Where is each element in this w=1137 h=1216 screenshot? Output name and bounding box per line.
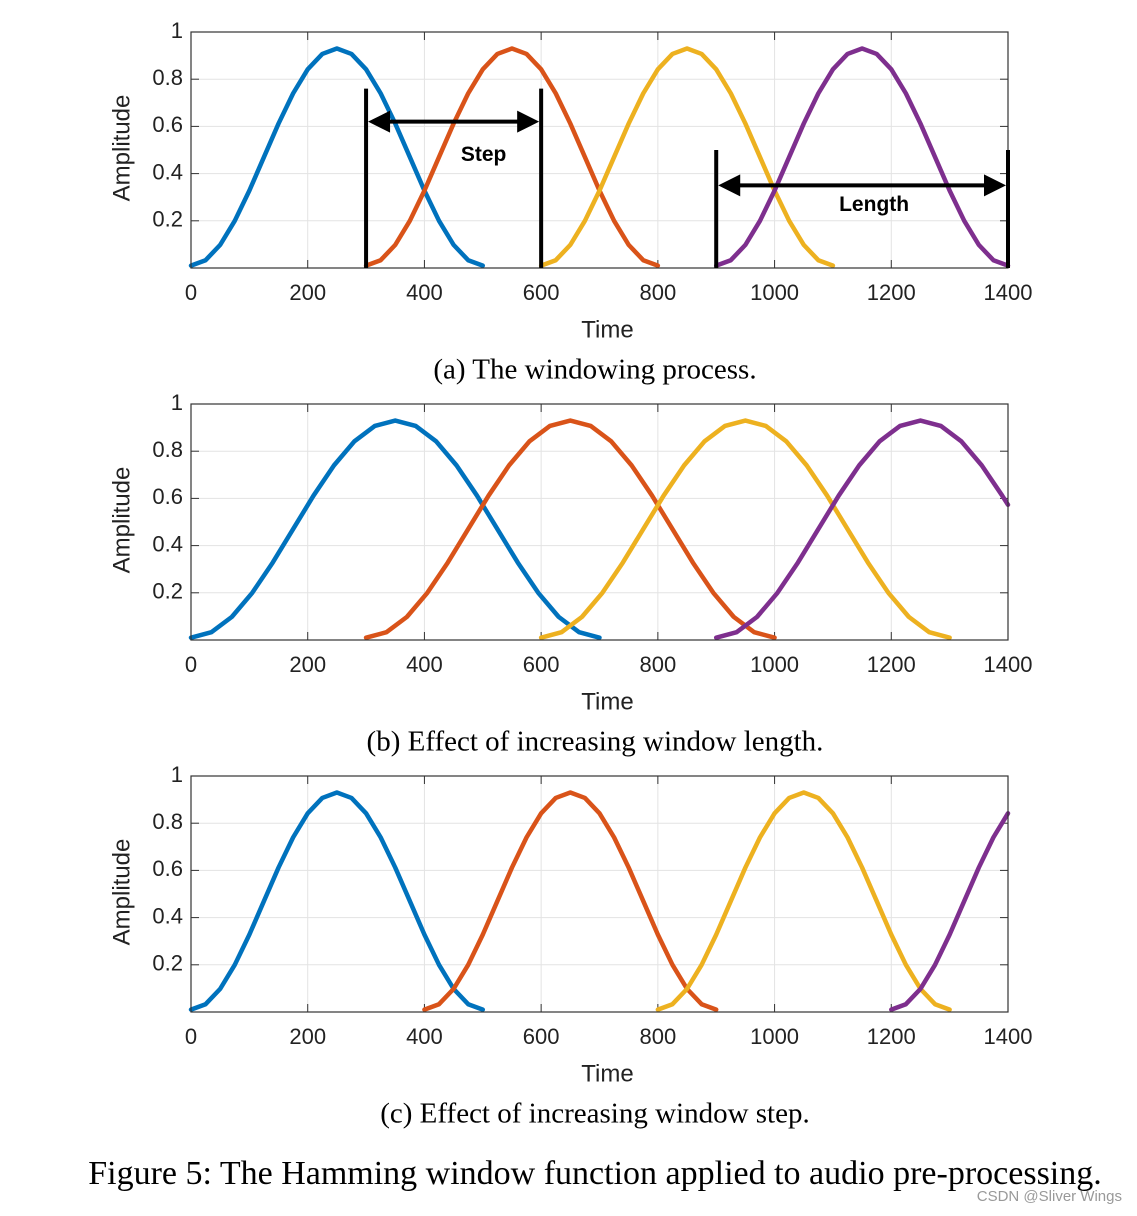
y-tick-label: 0.6 [152,484,183,509]
x-axis-label: Time [581,688,633,715]
subcaption: (a) The windowing process. [433,354,756,386]
plot-area [191,32,1008,268]
y-tick-label: 0.2 [152,951,183,976]
y-axis-label: Amplitude [108,839,135,946]
x-tick-label: 1000 [750,280,799,305]
series-line [889,811,1011,1012]
x-tick-label: 400 [406,280,443,305]
x-tick-label: 400 [406,1024,443,1049]
y-tick-label: 0.8 [152,809,183,834]
x-tick-label: 200 [289,1024,326,1049]
series-line [713,418,1011,640]
x-axis-label: Time [581,316,633,343]
x-tick-label: 1200 [867,652,916,677]
y-tick-label: 0.2 [152,579,183,604]
annotation-label: Step [461,143,507,166]
y-tick-label: 0.4 [152,159,183,184]
series-line [422,790,719,1012]
x-tick-label: 1200 [867,1024,916,1049]
series-line [713,46,1011,268]
x-tick-label: 600 [523,652,560,677]
axes-box [190,775,1009,1013]
series-line [188,418,602,640]
x-tick-label: 1200 [867,280,916,305]
y-tick-label: 1 [171,762,183,787]
x-tick-label: 1000 [750,1024,799,1049]
x-tick-label: 200 [289,652,326,677]
y-tick-label: 0.2 [152,207,183,232]
subcaption: (c) Effect of increasing window step. [380,1098,809,1130]
x-tick-label: 800 [639,652,676,677]
arrow-head [517,110,540,133]
y-axis-label: Amplitude [108,95,135,202]
annotation-label: Length [839,193,909,216]
x-tick-label: 0 [185,280,197,305]
y-tick-label: 0.4 [152,903,183,928]
arrow-head [368,110,391,133]
series-line [655,790,952,1012]
series-line [188,790,486,1012]
x-tick-label: 1400 [984,1024,1033,1049]
arrow-head [718,174,741,197]
y-tick-label: 0.6 [152,112,183,137]
y-tick-label: 1 [171,390,183,415]
y-tick-label: 0.8 [152,65,183,90]
y-axis-label: Amplitude [108,467,135,574]
x-tick-label: 1000 [750,652,799,677]
series-line [188,46,486,268]
series-line [538,46,836,268]
series-line [363,46,661,268]
axes-box [190,403,1009,641]
subcaption: (b) Effect of increasing window length. [367,726,824,758]
x-tick-label: 800 [639,280,676,305]
figure-caption: Figure 5: The Hamming window function ap… [88,1155,1102,1192]
y-tick-label: 0.6 [152,856,183,881]
x-axis-label: Time [581,1060,633,1087]
arrow-head [984,174,1006,197]
series-line [538,418,952,640]
x-tick-label: 0 [185,1024,197,1049]
x-tick-label: 600 [523,280,560,305]
y-tick-label: 0.4 [152,531,183,556]
x-tick-label: 600 [523,1024,560,1049]
plot-area [191,404,1008,640]
series-line [363,418,777,640]
x-tick-label: 0 [185,652,197,677]
y-tick-label: 1 [171,18,183,43]
x-tick-label: 200 [289,280,326,305]
x-tick-label: 1400 [984,280,1033,305]
x-tick-label: 400 [406,652,443,677]
watermark: CSDN @Sliver Wings [977,1188,1122,1205]
x-tick-label: 1400 [984,652,1033,677]
y-tick-label: 0.8 [152,437,183,462]
x-tick-label: 800 [639,1024,676,1049]
